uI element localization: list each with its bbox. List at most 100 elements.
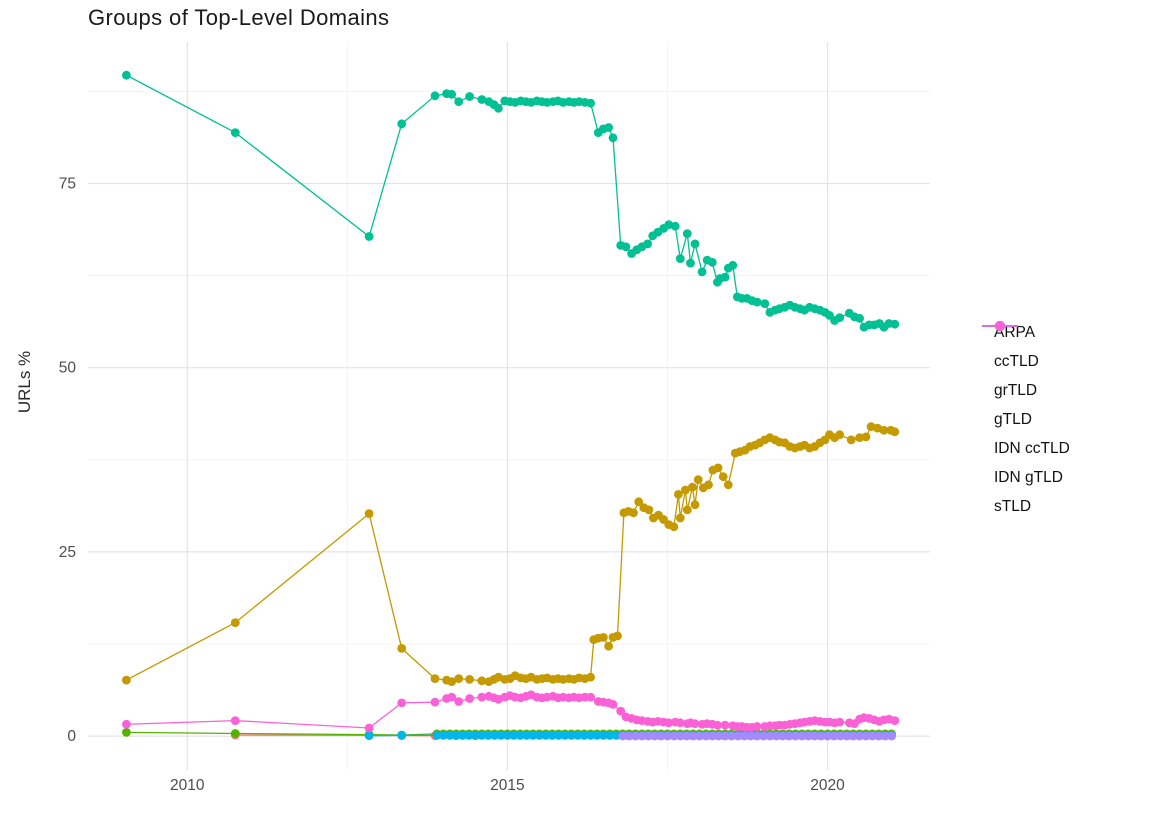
data-point-sTLD	[675, 718, 685, 728]
data-point-IDN-gTLD	[707, 731, 717, 741]
data-point-ccTLD	[674, 490, 683, 499]
data-point-sTLD	[397, 698, 407, 708]
data-point-sTLD	[664, 718, 674, 728]
data-point-gTLD	[670, 221, 680, 231]
data-point-IDN-ccTLD	[496, 731, 506, 740]
data-point-ccTLD	[629, 508, 638, 518]
data-point-gTLD	[643, 239, 652, 249]
data-point-IDN-gTLD	[868, 731, 877, 741]
data-point-gTLD	[697, 267, 707, 277]
legend-item-gTLD: gTLD	[982, 321, 1070, 434]
data-point-ccTLD	[364, 509, 374, 518]
data-point-ccTLD	[604, 641, 613, 651]
data-point-ccTLD	[704, 480, 713, 490]
data-point-ccTLD	[669, 522, 679, 532]
legend-label: sTLD	[994, 497, 1032, 515]
data-point-gTLD	[604, 123, 613, 132]
legend-label: gTLD	[994, 410, 1032, 428]
data-point-ccTLD	[586, 672, 595, 682]
data-point-IDN-gTLD	[643, 731, 653, 741]
data-point-gTLD	[621, 242, 631, 252]
data-point-IDN-gTLD	[759, 731, 768, 741]
legend-key-icon	[982, 321, 1018, 331]
data-point-ccTLD	[723, 480, 733, 490]
data-point-IDN-gTLD	[778, 731, 788, 741]
data-point-IDN-ccTLD	[573, 731, 583, 740]
legend-item-IDN-ccTLD: IDN ccTLD	[982, 321, 1070, 463]
data-point-gTLD	[760, 299, 770, 308]
data-point-IDN-gTLD	[771, 731, 781, 741]
data-point-IDN-gTLD	[618, 731, 628, 741]
data-point-ccTLD	[465, 675, 474, 684]
data-point-gTLD	[707, 257, 717, 267]
data-point-ccTLD	[682, 505, 692, 515]
data-point-ccTLD	[690, 500, 700, 510]
data-point-IDN-gTLD	[701, 731, 711, 741]
x-tick-label: 2015	[490, 777, 524, 794]
data-point-IDN-ccTLD	[592, 731, 602, 740]
data-point-ccTLD	[454, 674, 464, 683]
data-point-IDN-ccTLD	[451, 731, 461, 740]
data-point-gTLD	[494, 103, 503, 113]
data-point-ccTLD	[879, 425, 889, 435]
data-point-ccTLD	[230, 618, 240, 627]
data-point-ccTLD	[693, 475, 703, 485]
data-point-gTLD	[855, 313, 864, 323]
data-point-IDN-gTLD	[624, 731, 634, 741]
data-point-IDN-ccTLD	[471, 731, 480, 740]
data-point-IDN-gTLD	[733, 731, 743, 741]
data-point-gTLD	[608, 133, 618, 143]
data-point-gTLD	[752, 297, 762, 307]
data-point-IDN-ccTLD	[535, 731, 544, 740]
data-point-sTLD	[122, 719, 131, 729]
data-point-IDN-gTLD	[880, 731, 890, 741]
data-point-ccTLD	[688, 482, 697, 492]
data-point-IDN-gTLD	[784, 731, 794, 741]
data-point-gTLD	[682, 229, 692, 239]
data-point-IDN-gTLD	[855, 731, 864, 741]
data-point-IDN-ccTLD	[586, 731, 595, 740]
data-point-IDN-gTLD	[720, 731, 730, 741]
data-point-IDN-gTLD	[842, 731, 852, 741]
legend-label: IDN gTLD	[994, 468, 1063, 486]
legend-item-IDN-gTLD: IDN gTLD	[982, 321, 1070, 492]
data-point-sTLD	[477, 692, 487, 702]
data-point-IDN-gTLD	[663, 731, 672, 741]
data-point-gTLD	[447, 89, 457, 99]
data-point-IDN-gTLD	[797, 731, 807, 741]
data-point-ccTLD	[861, 432, 871, 442]
data-point-IDN-ccTLD	[432, 731, 442, 740]
data-point-grTLD	[230, 729, 240, 738]
y-tick-label: 75	[59, 175, 76, 192]
data-point-sTLD	[713, 720, 722, 730]
data-point-IDN-ccTLD	[560, 731, 570, 740]
y-tick-label: 0	[67, 728, 76, 745]
data-point-IDN-ccTLD	[554, 731, 563, 740]
data-point-gTLD	[465, 92, 474, 101]
data-point-ccTLD	[613, 631, 622, 641]
data-point-gTLD	[397, 119, 407, 129]
legend-item-grTLD: grTLD	[982, 321, 1070, 405]
data-point-IDN-ccTLD	[439, 731, 448, 740]
data-point-sTLD	[720, 720, 730, 730]
data-point-IDN-gTLD	[631, 731, 640, 741]
data-point-IDN-ccTLD	[515, 731, 525, 740]
data-point-gTLD	[728, 260, 738, 270]
legend-dot	[995, 321, 1005, 331]
data-point-IDN-ccTLD	[503, 731, 512, 740]
data-point-IDN-ccTLD	[509, 731, 519, 740]
data-point-IDN-gTLD	[650, 731, 660, 741]
data-point-IDN-ccTLD	[458, 731, 467, 740]
chart-title: Groups of Top-Level Domains	[88, 5, 390, 30]
data-point-ccTLD	[855, 433, 864, 443]
data-point-sTLD	[690, 719, 700, 728]
data-point-ccTLD	[718, 472, 728, 482]
data-point-IDN-ccTLD	[567, 731, 576, 740]
data-point-ccTLD	[846, 435, 856, 445]
data-point-IDN-gTLD	[823, 731, 832, 741]
data-point-IDN-gTLD	[669, 731, 679, 741]
data-point-gTLD	[890, 319, 900, 329]
series-line-gTLD	[126, 74, 895, 329]
